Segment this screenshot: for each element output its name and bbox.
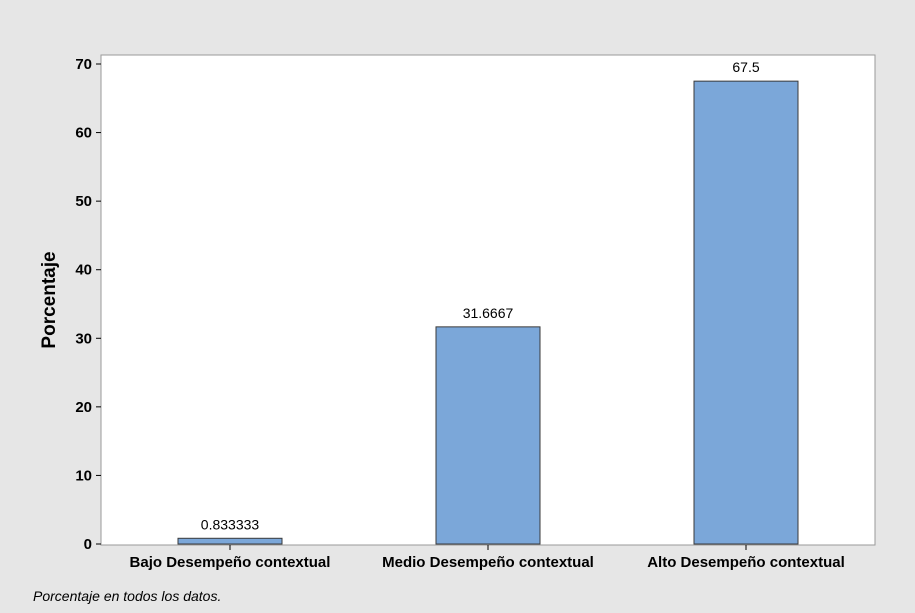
y-tick-label: 20 [75,399,92,416]
y-tick-label: 50 [75,193,92,210]
y-tick-label: 10 [75,467,92,484]
data-labels: 0.833333 31.6667 67.5 [201,59,760,532]
bar [435,326,541,545]
x-tick-label: Medio Desempeño contextual [382,554,594,571]
bars [177,80,799,545]
y-tick-label: 30 [75,330,92,347]
y-tick-label: 60 [75,125,92,142]
y-axis-title: Porcentaje [39,251,60,348]
y-axis: 0 10 20 30 40 50 60 70 [75,56,101,553]
bar [177,537,283,545]
y-tick-label: 0 [84,536,92,553]
data-label: 31.6667 [463,305,514,321]
y-tick-label: 70 [75,56,92,73]
x-axis: Bajo Desempeño contextual Medio Desempeño… [130,545,845,571]
x-tick-label: Alto Desempeño contextual [647,554,845,571]
data-label: 67.5 [732,59,759,75]
data-label: 0.833333 [201,516,260,532]
bar [693,80,799,545]
x-tick-label: Bajo Desempeño contextual [130,554,331,571]
footnote: Porcentaje en todos los datos. [33,588,221,604]
y-tick-label: 40 [75,262,92,279]
